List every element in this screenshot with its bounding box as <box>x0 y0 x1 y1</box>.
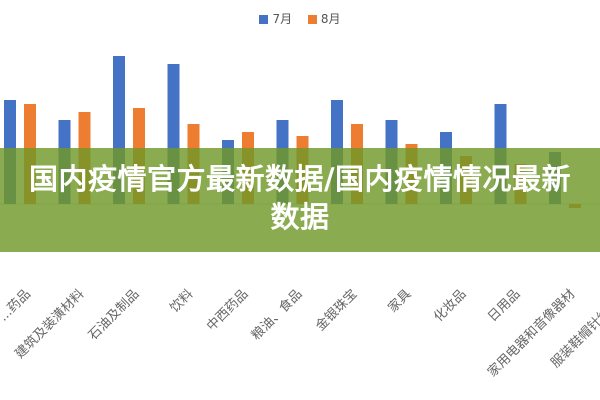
legend-label-aug: 8月 <box>320 12 341 26</box>
x-axis-labels: ...药品 建筑及装潢材料 石油及制品 饮料 中西药品 粮油、食品 金银珠宝 家具 化妆品 日用品… <box>0 280 600 400</box>
x-tick-label: 饮料 <box>167 286 197 316</box>
legend: 7月 8月 <box>0 10 600 27</box>
legend-item-jul: 7月 <box>259 10 292 27</box>
legend-swatch-aug <box>307 15 317 24</box>
x-tick-label: ...药品 <box>0 286 34 325</box>
x-tick-label: 家具 <box>385 286 415 316</box>
x-tick-label: 粮油、食品 <box>249 286 306 344</box>
x-tick-label: 石油及制品 <box>85 286 143 344</box>
legend-label-jul: 7月 <box>272 12 293 26</box>
title-banner <box>0 148 600 252</box>
legend-item-aug: 8月 <box>307 10 341 27</box>
x-tick-label: 化妆品 <box>431 286 470 326</box>
x-tick-label: 中西药品 <box>204 286 252 335</box>
x-tick-label: 金银珠宝 <box>313 286 361 335</box>
legend-swatch-jul <box>259 15 269 24</box>
page-title: 国内疫情官方最新数据/国内疫情情况最新数据 <box>28 162 572 234</box>
x-tick-label: 日用品 <box>485 286 524 326</box>
